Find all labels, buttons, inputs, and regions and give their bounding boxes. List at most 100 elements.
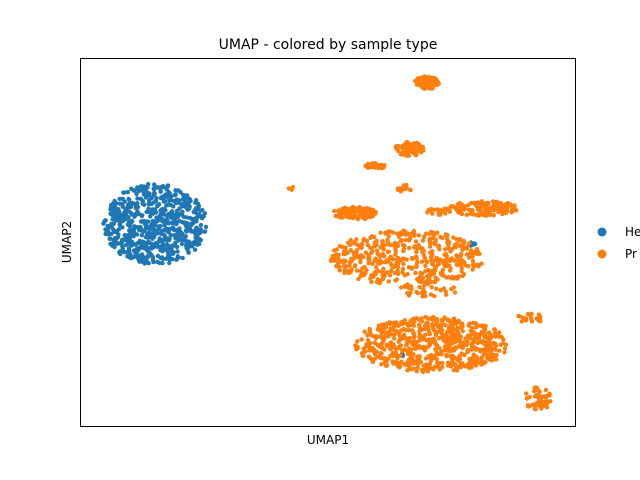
point-pr [410, 351, 415, 357]
point-pr [435, 262, 441, 267]
point-pr [380, 274, 386, 279]
point-pr [501, 337, 506, 342]
point-pr [505, 201, 511, 206]
point-pr [392, 264, 397, 270]
point-pr [465, 333, 471, 338]
point-pr [394, 320, 399, 325]
point-pr [459, 251, 464, 257]
point-pr [355, 215, 361, 220]
point-he [126, 246, 132, 251]
point-pr [347, 263, 352, 268]
point-pr [431, 367, 436, 372]
point-he [183, 238, 189, 243]
point-pr [446, 246, 451, 251]
point-pr [376, 268, 381, 274]
point-pr [379, 330, 384, 336]
point-pr [379, 362, 384, 367]
point-pr [385, 270, 390, 275]
point-pr [414, 289, 419, 295]
point-pr [432, 241, 438, 247]
point-pr [474, 212, 479, 218]
point-pr [420, 249, 425, 254]
point-pr [373, 334, 379, 339]
point-pr [430, 262, 436, 267]
point-pr [404, 257, 409, 262]
point-pr [450, 325, 455, 330]
point-pr [459, 262, 464, 267]
point-pr [395, 256, 401, 261]
point-he [153, 210, 159, 215]
point-he [179, 241, 185, 247]
point-pr [405, 351, 410, 357]
x-axis-label: UMAP1 [307, 433, 349, 447]
point-he [197, 212, 202, 217]
point-pr [455, 325, 460, 331]
point-pr [459, 364, 464, 370]
point-pr [392, 336, 397, 341]
point-pr [454, 241, 459, 247]
point-he [129, 211, 134, 216]
point-he [158, 189, 163, 194]
point-he [103, 218, 108, 223]
point-pr [438, 257, 443, 262]
point-he [170, 220, 175, 225]
point-pr [372, 165, 377, 170]
point-pr [401, 261, 406, 267]
point-pr [456, 334, 461, 339]
point-he [167, 260, 172, 266]
point-he [146, 206, 151, 211]
point-pr [378, 245, 383, 250]
point-pr [468, 363, 473, 368]
point-pr [459, 265, 464, 271]
point-he [117, 250, 122, 255]
point-pr [425, 316, 430, 321]
point-pr [431, 83, 437, 88]
point-pr [334, 247, 339, 252]
point-he [166, 195, 171, 201]
point-he [120, 204, 125, 209]
point-he [176, 231, 181, 236]
point-pr [407, 336, 413, 341]
point-pr [399, 359, 404, 364]
point-pr [344, 264, 349, 269]
point-he [126, 197, 132, 202]
point-he [168, 215, 174, 220]
point-pr [435, 319, 440, 324]
point-pr [426, 268, 431, 273]
point-pr [440, 319, 445, 324]
point-pr [417, 274, 423, 280]
point-pr [474, 322, 479, 327]
point-he [158, 216, 164, 221]
point-pr [488, 212, 493, 217]
point-pr [390, 327, 396, 333]
point-pr [388, 254, 393, 259]
point-pr [465, 339, 470, 344]
point-pr [524, 396, 530, 401]
legend: He Pr [597, 225, 640, 261]
point-he [135, 201, 140, 206]
point-pr [460, 361, 465, 366]
point-he [190, 221, 195, 226]
point-pr [395, 355, 400, 361]
point-he [170, 257, 175, 262]
point-he [159, 185, 164, 190]
point-pr [502, 203, 507, 209]
point-pr [422, 283, 427, 288]
point-pr [349, 258, 355, 263]
point-pr [446, 329, 452, 334]
point-he [169, 209, 175, 214]
point-pr [489, 205, 494, 210]
point-he [122, 249, 127, 255]
point-pr [435, 79, 440, 84]
point-pr [414, 249, 419, 255]
point-pr [467, 241, 472, 246]
point-pr [429, 206, 434, 212]
point-pr [454, 237, 459, 242]
point-he [151, 231, 156, 237]
point-pr [489, 358, 494, 363]
point-pr [462, 352, 467, 358]
point-pr [404, 144, 409, 150]
point-he [135, 185, 140, 190]
point-he [175, 249, 180, 254]
point-pr [434, 343, 440, 348]
